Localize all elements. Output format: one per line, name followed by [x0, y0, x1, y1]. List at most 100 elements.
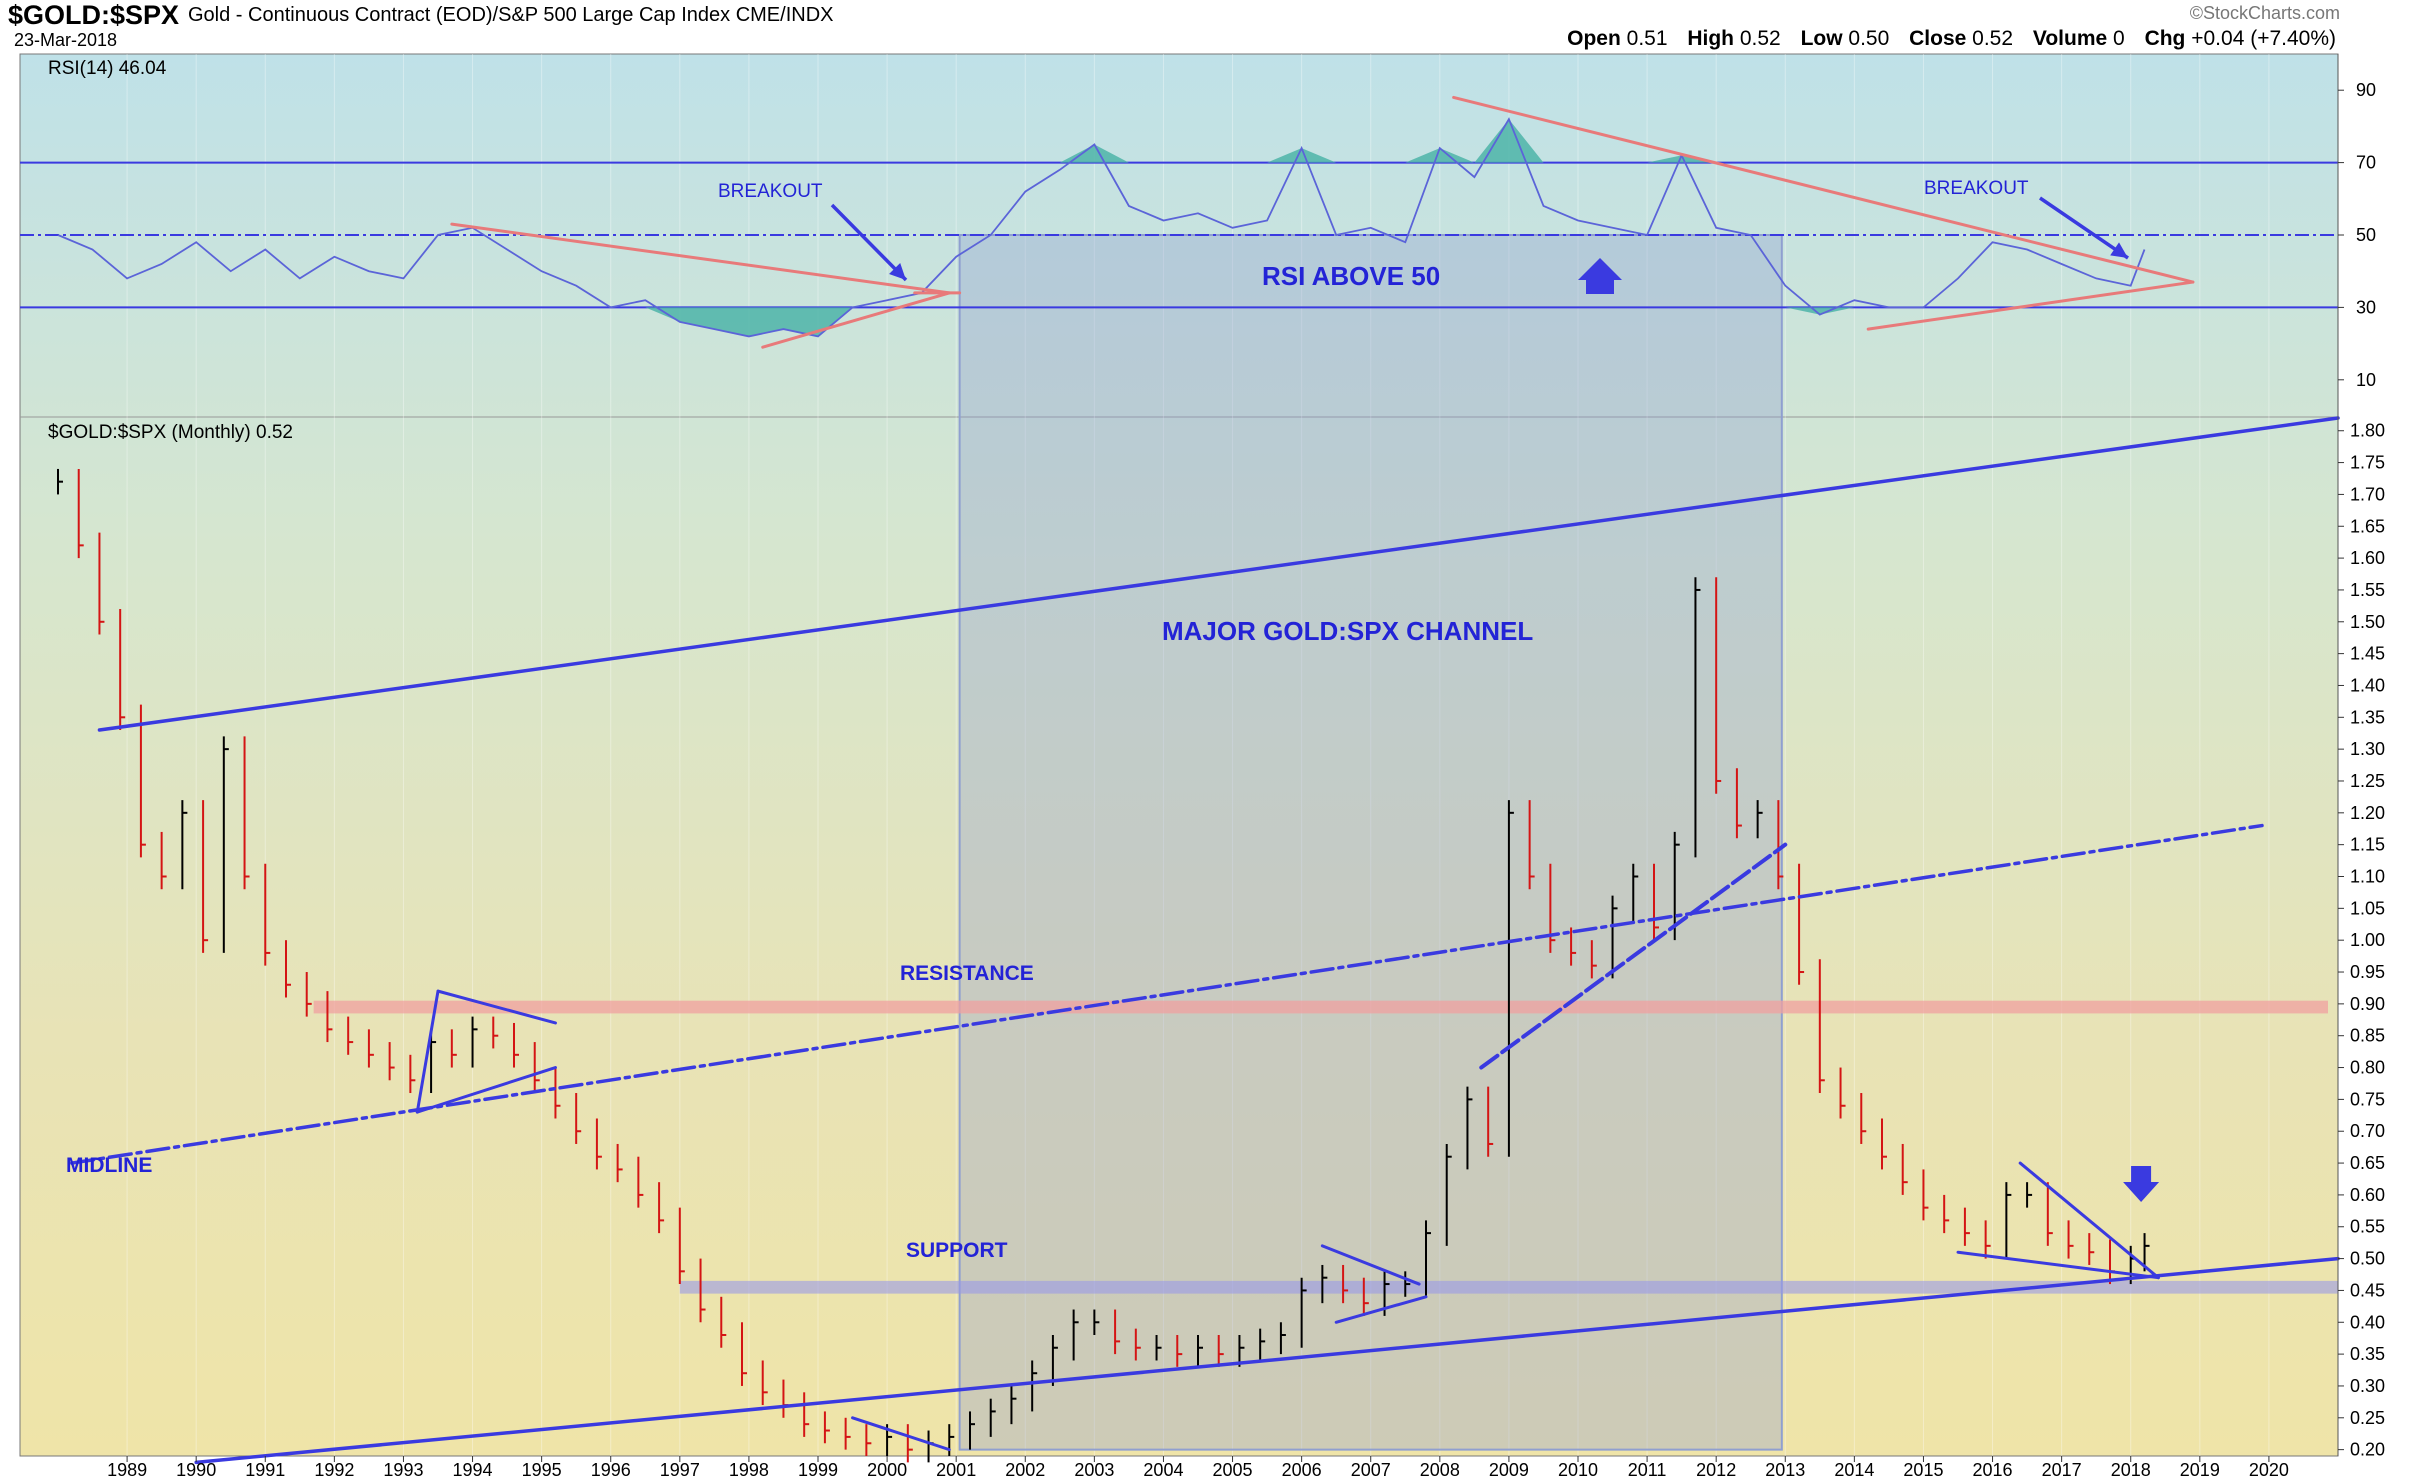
price-y-tick-label: 0.45 [2350, 1280, 2385, 1300]
x-tick-label: 2003 [1074, 1460, 1114, 1480]
x-tick-label: 2000 [867, 1460, 907, 1480]
price-y-tick-label: 1.60 [2350, 548, 2385, 568]
rsi-above-50-label: RSI ABOVE 50 [1262, 261, 1440, 291]
price-y-tick-label: 1.20 [2350, 803, 2385, 823]
x-tick-label: 2020 [2249, 1460, 2289, 1480]
x-tick-label: 1996 [591, 1460, 631, 1480]
midline-label: MIDLINE [66, 1154, 152, 1177]
price-y-tick-label: 1.30 [2350, 739, 2385, 759]
rsi-trendline-lower-right [1866, 280, 2195, 331]
rsi-y-tick-label: 50 [2356, 225, 2376, 245]
x-tick-label: 2012 [1696, 1460, 1736, 1480]
chg-label: Chg [2144, 27, 2186, 50]
open-value: 0.51 [1626, 27, 1668, 50]
price-y-tick-label: 0.75 [2350, 1089, 2385, 1109]
rsi-y-tick-label: 30 [2356, 297, 2376, 317]
price-y-tick-label: 0.50 [2350, 1249, 2385, 1269]
x-tick-label: 1997 [660, 1460, 700, 1480]
x-tick-label: 2009 [1489, 1460, 1529, 1480]
axes: 1989 1990 1991 1992 1993 1994 1995 1996 1997 1998… [107, 54, 2385, 1480]
price-y-tick-label: 0.70 [2350, 1121, 2385, 1141]
x-tick-label: 1990 [176, 1460, 216, 1480]
price-y-tick-label: 0.40 [2350, 1312, 2385, 1332]
price-y-tick-label: 0.20 [2350, 1440, 2385, 1460]
highlight-regions [313, 234, 2339, 1451]
rsi-line [57, 117, 2146, 338]
x-tick-label: 2014 [1834, 1460, 1874, 1480]
pattern-triangle-2007-top [1320, 1244, 1421, 1286]
price-panel [57, 468, 2150, 1463]
stockcharts-logo[interactable]: ©StockCharts.com [2189, 3, 2340, 23]
rsi-y-tick-label: 70 [2356, 153, 2376, 173]
chg-value: +0.04 (+7.40%) [2191, 27, 2336, 50]
x-tick-label: 2006 [1282, 1460, 1322, 1480]
down-arrow-icon [2123, 1166, 2160, 1202]
plot-area [19, 53, 2339, 1457]
price-y-tick-label: 0.25 [2350, 1408, 2385, 1428]
price-y-tick-label: 0.95 [2350, 962, 2385, 982]
rsi-above-50-region [958, 234, 1783, 1451]
channel-upper-line [97, 416, 2340, 732]
rsi-y-tick-label: 90 [2356, 80, 2376, 100]
rsi-y-tick-label: 10 [2356, 370, 2376, 390]
price-y-tick-label: 0.90 [2350, 994, 2385, 1014]
price-y-tick-label: 1.55 [2350, 580, 2385, 600]
breakout-arrow-right [2039, 196, 2129, 260]
resistance-band [313, 1000, 2328, 1014]
x-tick-label: 1993 [383, 1460, 423, 1480]
price-y-tick-label: 1.45 [2350, 644, 2385, 664]
price-y-tick-label: 1.10 [2350, 867, 2385, 887]
price-y-tick-label: 1.80 [2350, 421, 2385, 441]
x-tick-label: 2013 [1765, 1460, 1805, 1480]
x-tick-label: 2015 [1903, 1460, 1943, 1480]
price-y-tick-label: 1.65 [2350, 516, 2385, 536]
breakout-arrow-right-head [2110, 242, 2128, 258]
x-tick-label: 2004 [1143, 1460, 1183, 1480]
price-y-tick-label: 0.35 [2350, 1344, 2385, 1364]
rsi-panel [20, 117, 2338, 338]
x-tick-label: 2002 [1005, 1460, 1045, 1480]
x-tick-label: 1999 [798, 1460, 838, 1480]
x-tick-label: 2019 [2180, 1460, 2220, 1480]
high-label: High [1687, 27, 1735, 50]
x-tick-label: 2001 [936, 1460, 976, 1480]
price-y-tick-label: 1.05 [2350, 898, 2385, 918]
x-tick-label: 2016 [1973, 1460, 2013, 1480]
annotations: RSI(14) 46.04 $GOLD:$SPX (Monthly) 0.52 … [48, 58, 2029, 1262]
support-band [679, 1280, 2339, 1294]
price-y-tick-label: 1.50 [2350, 612, 2385, 632]
price-y-tick-label: 1.25 [2350, 771, 2385, 791]
x-tick-label: 2005 [1213, 1460, 1253, 1480]
breakout-arrow-left-head [889, 262, 906, 280]
price-y-tick-label: 0.65 [2350, 1153, 2385, 1173]
x-tick-label: 2010 [1558, 1460, 1598, 1480]
x-tick-label: 2017 [2042, 1460, 2082, 1480]
x-tick-label: 1992 [314, 1460, 354, 1480]
price-y-tick-label: 1.35 [2350, 707, 2385, 727]
price-y-tick-label: 1.15 [2350, 835, 2385, 855]
chart-symbol: $GOLD:$SPX [8, 0, 180, 30]
plot-background [19, 53, 2339, 1457]
x-tick-label: 2007 [1351, 1460, 1391, 1480]
channel-label: MAJOR GOLD:SPX CHANNEL [1162, 616, 1533, 646]
rsi-trendline-lower-left [761, 291, 951, 349]
wedge-2017-top [2018, 1161, 2160, 1280]
price-y-tick-label: 1.40 [2350, 675, 2385, 695]
price-y-tick-label: 1.75 [2350, 453, 2385, 473]
low-value: 0.50 [1848, 27, 1890, 50]
x-tick-label: 2011 [1628, 1460, 1667, 1480]
chart-description: Gold - Continuous Contract (EOD)/S&P 500… [188, 4, 834, 26]
price-panel-title: $GOLD:$SPX (Monthly) 0.52 [48, 422, 293, 443]
price-y-tick-label: 0.60 [2350, 1185, 2385, 1205]
pattern-wedge-2000 [851, 1416, 951, 1452]
rsi-trendline-upper-left [450, 222, 951, 295]
x-tick-label: 1994 [453, 1460, 493, 1480]
x-tick-label: 2008 [1420, 1460, 1460, 1480]
pattern-triangle-1-bottom [415, 1066, 557, 1114]
price-y-tick-label: 0.30 [2350, 1376, 2385, 1396]
price-y-tick-label: 0.55 [2350, 1217, 2385, 1237]
breakout-label-left: BREAKOUT [718, 181, 823, 202]
breakout-label-right: BREAKOUT [1924, 178, 2029, 199]
trendlines [70, 95, 2340, 1465]
